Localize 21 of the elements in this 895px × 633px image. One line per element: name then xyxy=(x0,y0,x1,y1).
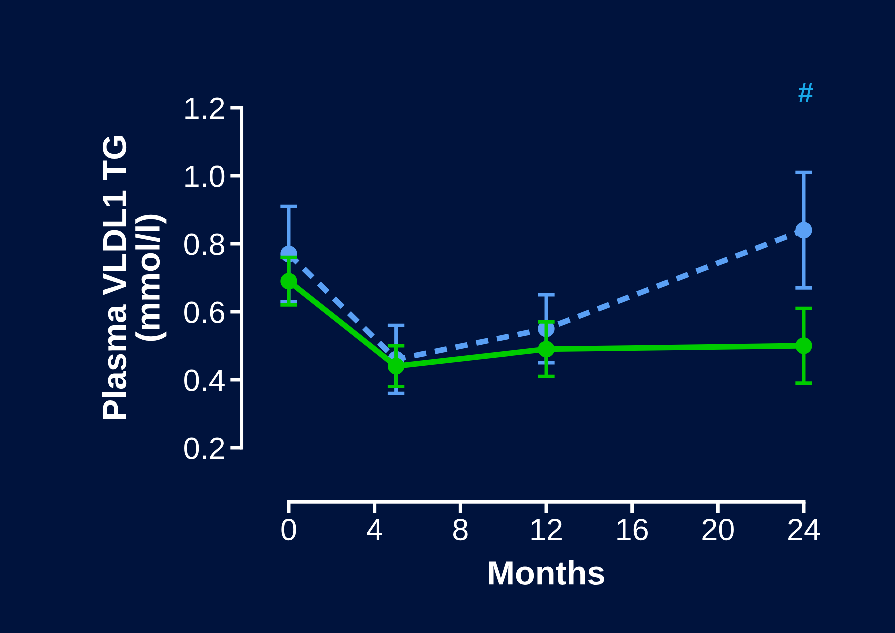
x-tick-label: 16 xyxy=(618,518,648,541)
x-tick-label: 0 xyxy=(282,518,296,541)
x-tick-label: 12 xyxy=(532,518,562,540)
y-tick-label: 0.6 xyxy=(184,302,224,324)
y-tick-label: 0.2 xyxy=(184,438,224,460)
x-tick-label: 8 xyxy=(454,518,468,541)
y-tick-label: 0.4 xyxy=(184,370,225,392)
x-tick-label: 4 xyxy=(367,519,382,540)
point xyxy=(796,222,812,239)
point xyxy=(796,338,812,354)
x-tick-label: 20 xyxy=(702,518,734,541)
point xyxy=(388,358,405,375)
y-tick-label: 0.8 xyxy=(184,234,224,256)
text: # xyxy=(798,83,814,102)
x-tick-label: 24 xyxy=(788,518,820,540)
y-tick-label: 1.2 xyxy=(186,98,224,120)
x-axis-title: Months xyxy=(489,560,604,585)
y-tick-label: 1.0 xyxy=(186,166,225,188)
y-axis-title: Plasma VLDL1 TG (mmol/l) xyxy=(102,136,167,420)
point xyxy=(538,341,555,358)
point xyxy=(280,273,298,290)
